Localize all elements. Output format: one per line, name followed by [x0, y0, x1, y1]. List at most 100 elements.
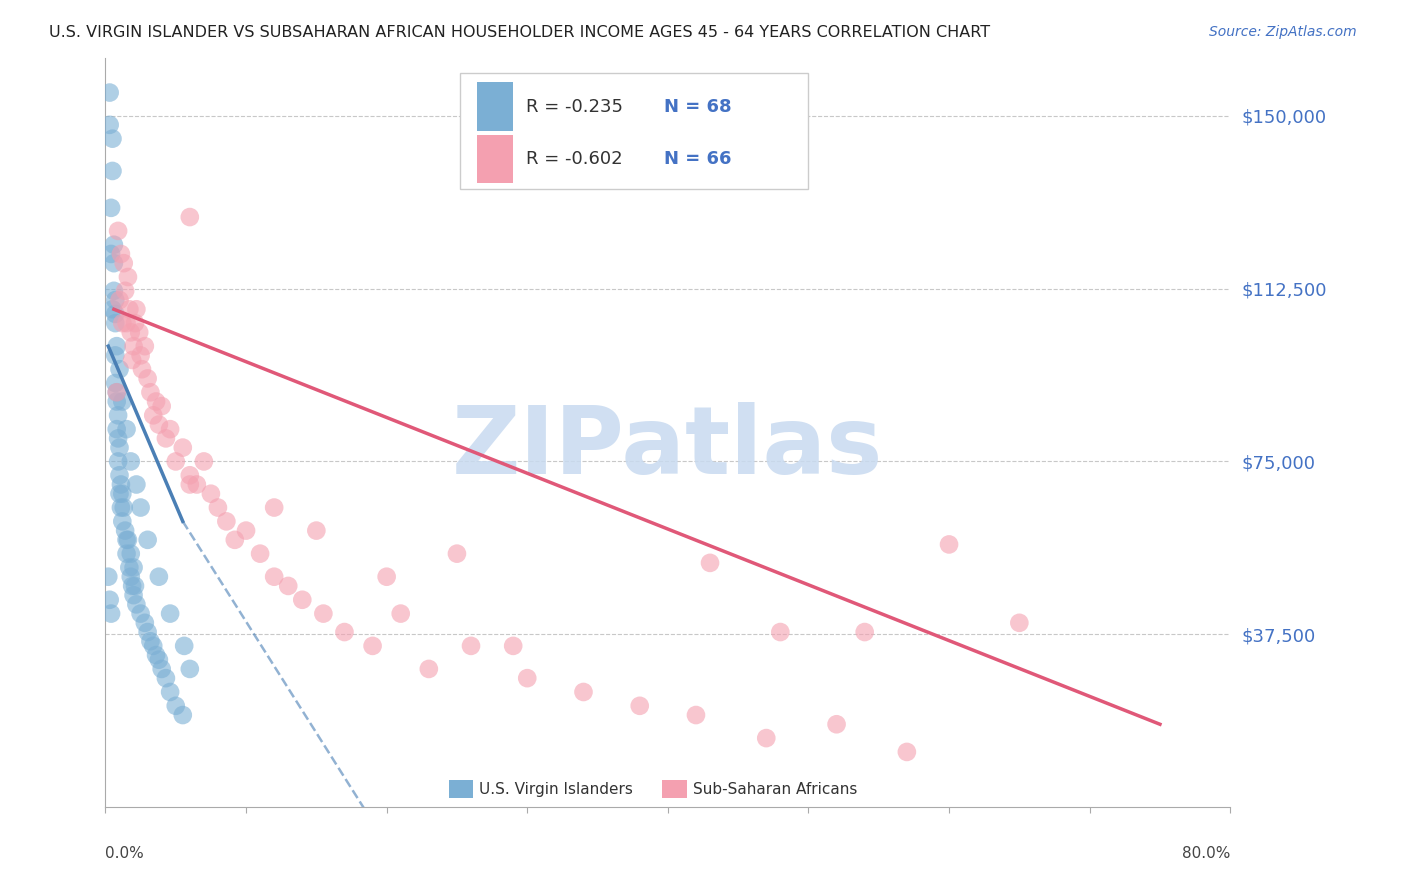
Text: 80.0%: 80.0% [1182, 847, 1230, 861]
Text: U.S. VIRGIN ISLANDER VS SUBSAHARAN AFRICAN HOUSEHOLDER INCOME AGES 45 - 64 YEARS: U.S. VIRGIN ISLANDER VS SUBSAHARAN AFRIC… [49, 25, 990, 40]
Point [115, 422, 138, 436]
Point [755, 731, 778, 745]
Text: N = 66: N = 66 [665, 150, 733, 168]
Text: U.S. Virgin Islanders: U.S. Virgin Islanders [479, 781, 633, 797]
Point [139, 385, 162, 400]
Point [107, 454, 129, 468]
Point [98, 118, 121, 132]
Point [120, 547, 142, 561]
Point [100, 201, 122, 215]
Point [114, 284, 136, 298]
Point [105, 385, 128, 400]
Point [172, 441, 194, 455]
Point [131, 362, 153, 376]
Point [107, 409, 129, 423]
Point [148, 653, 170, 667]
Point [110, 500, 132, 515]
Point [112, 256, 135, 270]
Point [249, 547, 271, 561]
Point [125, 598, 148, 612]
Point [108, 293, 131, 307]
Point [516, 671, 538, 685]
Point [111, 316, 134, 330]
Point [173, 639, 195, 653]
Point [361, 639, 384, 653]
Point [148, 417, 170, 432]
Point [115, 533, 138, 547]
Point [100, 607, 122, 621]
Point [628, 698, 651, 713]
Point [179, 477, 201, 491]
Text: R = -0.235: R = -0.235 [526, 98, 623, 116]
Bar [477, 135, 513, 184]
Point [117, 533, 139, 547]
Point [172, 708, 194, 723]
Point [193, 454, 215, 468]
Point [896, 745, 918, 759]
Point [938, 537, 960, 551]
Point [101, 131, 124, 145]
Point [124, 316, 146, 330]
Point [103, 237, 125, 252]
Point [134, 615, 156, 630]
Point [104, 307, 127, 321]
Point [263, 570, 285, 584]
Point [159, 607, 181, 621]
Point [125, 302, 148, 317]
Point [124, 579, 146, 593]
Point [108, 468, 131, 483]
Point [179, 468, 201, 483]
Point [101, 164, 124, 178]
Bar [449, 780, 474, 798]
Point [110, 247, 132, 261]
Point [179, 210, 201, 224]
Point [165, 454, 187, 468]
Point [179, 662, 201, 676]
Point [572, 685, 595, 699]
Point [769, 625, 792, 640]
Point [136, 625, 159, 640]
Point [117, 270, 139, 285]
Point [122, 560, 145, 574]
Point [111, 394, 134, 409]
Point [136, 371, 159, 385]
Point [333, 625, 356, 640]
Point [312, 607, 335, 621]
Point [101, 302, 124, 317]
Point [97, 570, 120, 584]
Point [105, 394, 128, 409]
Point [105, 385, 128, 400]
Point [207, 500, 229, 515]
Bar [477, 82, 513, 131]
Point [98, 86, 121, 100]
Point [142, 409, 165, 423]
Point [122, 339, 145, 353]
Text: N = 68: N = 68 [665, 98, 733, 116]
Point [129, 607, 152, 621]
Point [145, 394, 167, 409]
Point [460, 639, 482, 653]
Point [108, 441, 131, 455]
Point [122, 588, 145, 602]
Point [699, 556, 721, 570]
Point [121, 579, 143, 593]
Point [129, 348, 152, 362]
Point [159, 685, 181, 699]
Point [120, 570, 142, 584]
Point [104, 376, 127, 390]
Point [150, 399, 173, 413]
Point [107, 431, 129, 445]
Text: 0.0%: 0.0% [105, 847, 145, 861]
Point [155, 431, 177, 445]
Point [120, 326, 142, 340]
Text: R = -0.602: R = -0.602 [526, 150, 623, 168]
Point [104, 348, 127, 362]
Point [145, 648, 167, 662]
Point [111, 486, 134, 500]
Point [128, 326, 150, 340]
Point [115, 547, 138, 561]
Point [139, 634, 162, 648]
Point [111, 515, 134, 529]
Point [186, 477, 208, 491]
Point [103, 256, 125, 270]
